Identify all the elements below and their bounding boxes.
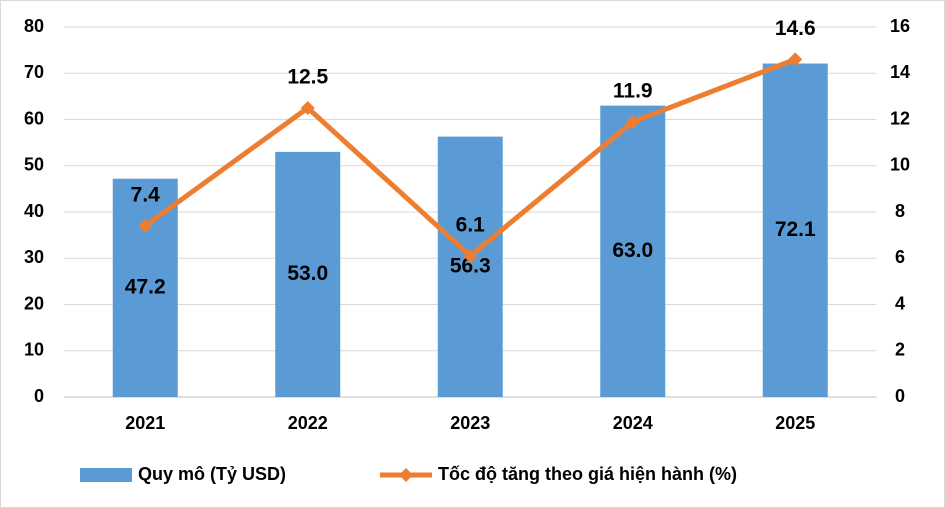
line-marker xyxy=(300,100,315,115)
y-tick-label: 20 xyxy=(24,293,44,313)
bar xyxy=(437,136,503,398)
y-tick-label: 50 xyxy=(24,155,44,175)
line-marker xyxy=(625,114,640,129)
x-tick-label: 2022 xyxy=(288,413,328,433)
y2-tick-label: 14 xyxy=(890,62,910,82)
y-tick-label: 80 xyxy=(24,16,44,36)
legend-swatch xyxy=(80,468,132,482)
y2-tick-label: 8 xyxy=(895,201,905,221)
y2-tick-label: 16 xyxy=(890,16,910,36)
bar-value-label: 56.3 xyxy=(450,254,491,277)
line-value-label: 12.5 xyxy=(287,65,328,88)
bar xyxy=(600,105,666,397)
y-tick-label: 10 xyxy=(24,340,44,360)
bar xyxy=(762,63,828,397)
line-marker xyxy=(463,248,478,263)
y-tick-label: 0 xyxy=(34,386,44,406)
x-tick-label: 2023 xyxy=(450,413,490,433)
x-tick-label: 2021 xyxy=(125,413,165,433)
y-tick-label: 40 xyxy=(24,201,44,221)
bar-value-label: 63.0 xyxy=(612,239,653,262)
bar-value-label: 47.2 xyxy=(125,275,166,298)
bar-value-label: 53.0 xyxy=(287,262,328,285)
line-value-label: 6.1 xyxy=(456,213,486,236)
y2-tick-label: 10 xyxy=(890,155,910,175)
line-value-label: 14.6 xyxy=(775,17,816,40)
y-tick-label: 70 xyxy=(24,62,44,82)
y2-tick-label: 0 xyxy=(895,386,905,406)
bar xyxy=(275,151,341,397)
legend-label: Tốc độ tăng theo giá hiện hành (%) xyxy=(438,464,737,484)
y2-tick-label: 4 xyxy=(895,293,905,313)
y-tick-label: 30 xyxy=(24,247,44,267)
x-tick-label: 2025 xyxy=(775,413,815,433)
bar-value-label: 72.1 xyxy=(775,218,816,241)
legend-marker xyxy=(399,468,413,482)
y2-tick-label: 12 xyxy=(890,108,910,128)
line-value-label: 11.9 xyxy=(613,79,653,102)
line-marker xyxy=(138,218,153,233)
legend-label: Quy mô (Tỷ USD) xyxy=(138,464,286,484)
y2-tick-label: 6 xyxy=(895,247,905,267)
line-value-label: 7.4 xyxy=(131,183,161,206)
bar xyxy=(112,178,178,397)
y-tick-label: 60 xyxy=(24,108,44,128)
y2-tick-label: 2 xyxy=(895,340,905,360)
x-tick-label: 2024 xyxy=(613,413,653,433)
line-marker xyxy=(788,52,803,67)
